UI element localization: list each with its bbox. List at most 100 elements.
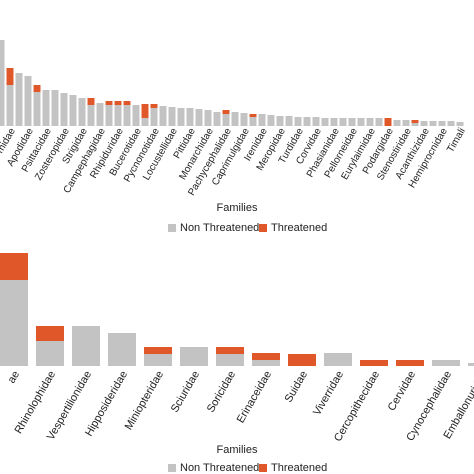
bar-segment	[411, 120, 419, 123]
bar-segment	[150, 104, 158, 108]
bar-segment	[366, 118, 374, 126]
bar-segment	[186, 108, 194, 126]
x-axis-title: Families	[217, 202, 258, 214]
bar-segment	[285, 116, 293, 126]
bar-segment	[60, 93, 68, 126]
bar-segment	[222, 114, 230, 126]
bar-segment	[249, 114, 257, 117]
bar-segment	[204, 110, 212, 126]
bar-segment	[294, 117, 302, 126]
bar-segment	[51, 90, 59, 126]
bar-segment	[132, 105, 140, 126]
bar-segment	[357, 118, 365, 126]
legend-label: Threatened	[271, 462, 327, 474]
legend-swatch	[259, 224, 267, 232]
bar-segment	[24, 76, 32, 126]
legend-label: Threatened	[271, 222, 327, 234]
x-tick-label: Timali	[445, 126, 468, 154]
bar-segment	[321, 118, 329, 126]
bar-segment	[330, 118, 338, 126]
bar-segment	[6, 68, 14, 85]
bar-segment	[180, 347, 208, 366]
bar-segment	[78, 98, 86, 126]
bar-segment	[114, 101, 122, 105]
bar-segment	[258, 114, 266, 126]
legend-label: Non Threatened	[180, 462, 259, 474]
legend-swatch	[259, 464, 267, 472]
x-tick-label: Sciuridae	[169, 369, 202, 415]
legend-swatch	[168, 224, 176, 232]
x-tick-label: Cervidae	[386, 369, 418, 413]
bar-segment	[144, 354, 172, 366]
bar-segment	[456, 122, 464, 126]
bar-segment	[432, 360, 460, 366]
bar-segment	[6, 85, 14, 126]
bar-segment	[177, 108, 185, 126]
legend-swatch	[168, 464, 176, 472]
x-tick-label: Viverridae	[311, 369, 346, 418]
bar-segment	[0, 280, 28, 366]
bar-segment	[33, 85, 41, 92]
bar-segment	[141, 118, 149, 126]
bar-segment	[252, 360, 280, 366]
bar-segment	[123, 105, 131, 126]
bar-segment	[231, 112, 239, 126]
bar-segment	[213, 112, 221, 126]
bar-segment	[0, 40, 5, 126]
bar-segment	[216, 347, 244, 354]
bar-segment	[429, 121, 437, 126]
bar-segment	[36, 341, 64, 366]
bar-segment	[411, 123, 419, 126]
legend-label: Non Threatened	[180, 222, 259, 234]
x-tick-label: Soricidae	[205, 369, 238, 415]
x-tick-label: Miniopteridae	[123, 369, 166, 432]
bar-segment	[276, 116, 284, 126]
bar-segment	[312, 117, 320, 126]
bar-segment	[222, 110, 230, 114]
bar-segment	[150, 108, 158, 126]
bar-segment	[267, 115, 275, 126]
bar-segment	[159, 106, 167, 126]
bar-segment	[87, 105, 95, 126]
bar-segment	[420, 121, 428, 126]
bar-segment	[105, 105, 113, 126]
bar-segment	[33, 92, 41, 126]
bar-segment	[69, 95, 77, 126]
bar-segment	[105, 101, 113, 105]
bar-segment	[168, 107, 176, 126]
x-tick-label: ae	[6, 369, 23, 386]
bar-segment	[402, 120, 410, 126]
bar-segment	[15, 73, 23, 126]
bar-segment	[252, 353, 280, 360]
bar-segment	[447, 121, 455, 126]
bar-segment	[216, 354, 244, 366]
bar-segment	[42, 90, 50, 126]
bar-segment	[468, 363, 474, 366]
bar-segment	[288, 354, 316, 366]
bar-segment	[360, 360, 388, 366]
bar-segment	[348, 118, 356, 126]
bar-segment	[375, 118, 383, 126]
bar-segment	[87, 98, 95, 105]
bar-segment	[108, 333, 136, 366]
bar-segment	[438, 121, 446, 126]
bar-segment	[339, 118, 347, 126]
bar-segment	[72, 326, 100, 366]
bar-segment	[384, 118, 392, 126]
x-tick-label: Suidae	[283, 369, 311, 405]
x-axis-title: Families	[217, 444, 258, 456]
x-tick-label: Erinaceidae	[235, 369, 274, 425]
bar-segment	[240, 113, 248, 126]
bar-segment	[144, 347, 172, 354]
bar-segment	[123, 101, 131, 105]
bar-segment	[324, 353, 352, 366]
bar-segment	[195, 109, 203, 126]
bar-segment	[36, 326, 64, 341]
bar-segment	[396, 360, 424, 366]
bar-segment	[249, 117, 257, 126]
bar-segment	[114, 105, 122, 126]
bar-segment	[393, 120, 401, 126]
bar-segment	[0, 253, 28, 280]
bar-segment	[96, 103, 104, 126]
